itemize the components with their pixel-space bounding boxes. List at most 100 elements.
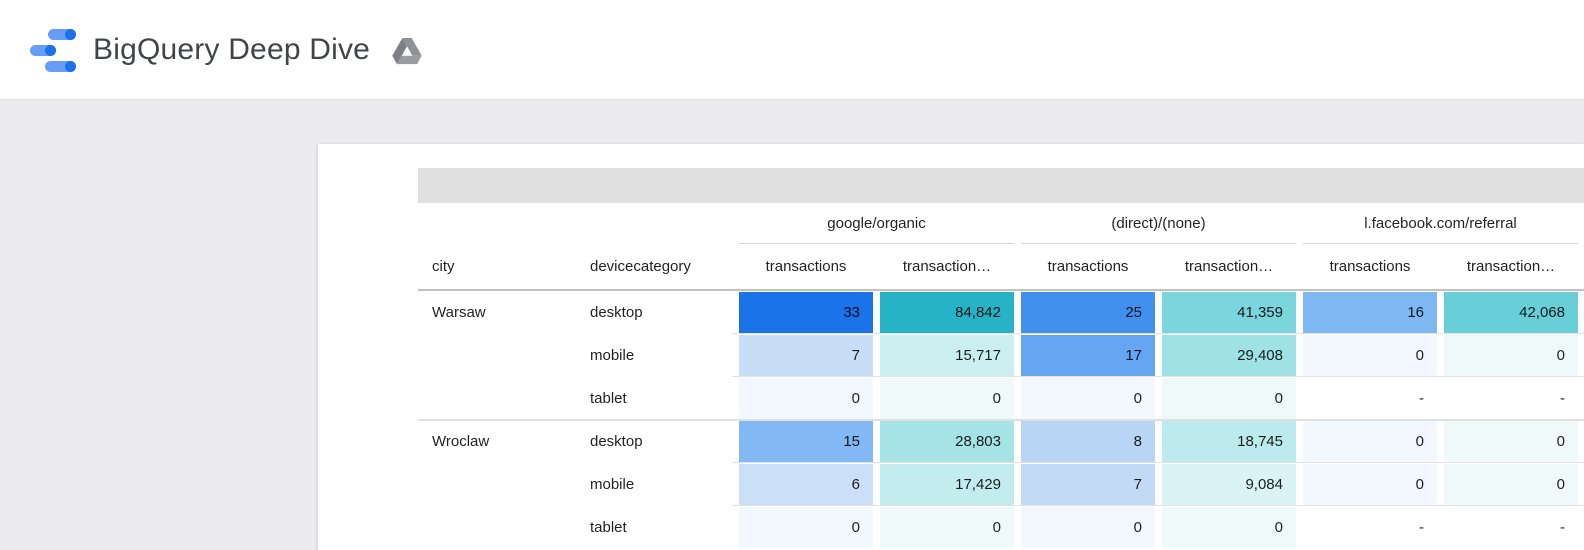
metric-cell: 41,359 [1155, 291, 1296, 334]
heatmap-value: 7 [739, 335, 873, 376]
heatmap-value: 0 [1444, 335, 1578, 376]
device-cell: mobile [590, 476, 635, 493]
metric-cell: 0 [1155, 377, 1296, 420]
column-header-transaction-revenue[interactable]: transaction… [1184, 258, 1274, 275]
metric-cell: 17 [1014, 334, 1155, 377]
google-drive-icon [392, 38, 422, 65]
city-cell [418, 377, 580, 420]
heatmap-value: 28,803 [880, 421, 1014, 462]
metric-cell: 6 [732, 463, 873, 506]
heatmap-value: 29,408 [1162, 335, 1296, 376]
heatmap-value: 33 [739, 292, 873, 333]
metric-cell: 0 [1437, 463, 1578, 506]
metric-cell: 28,803 [873, 420, 1014, 463]
report-title: BigQuery Deep Dive [93, 32, 371, 66]
heatmap-value: 0 [880, 507, 1014, 548]
device-cell: desktop [590, 433, 643, 450]
heatmap-value: 41,359 [1162, 292, 1296, 333]
metric-cell: - [1296, 377, 1437, 420]
metric-cell: 0 [1014, 377, 1155, 420]
heatmap-value: 0 [1444, 464, 1578, 505]
metric-cell: - [1296, 506, 1437, 549]
city-cell [418, 334, 580, 377]
metric-cell: 17,429 [873, 463, 1014, 506]
column-header-transactions[interactable]: transactions [765, 258, 847, 275]
column-header-transaction-revenue[interactable]: transaction… [1466, 258, 1556, 275]
heatmap-value: 0 [1021, 378, 1155, 419]
metric-cell: 0 [873, 377, 1014, 420]
heatmap-value: 15 [739, 421, 873, 462]
metric-cell: 0 [1296, 463, 1437, 506]
heatmap-value: 0 [1303, 464, 1437, 505]
metric-cell: 18,745 [1155, 420, 1296, 463]
heatmap-value: - [1560, 519, 1565, 536]
heatmap-value: - [1419, 390, 1424, 407]
group-header-google-organic: google/organic [739, 203, 1014, 244]
metric-cell: 16 [1296, 291, 1437, 334]
heatmap-value: 0 [1303, 335, 1437, 376]
metric-cell: 33 [732, 291, 873, 334]
metric-cell: 0 [1437, 420, 1578, 463]
heatmap-value: 0 [1444, 421, 1578, 462]
heatmap-value: 0 [739, 378, 873, 419]
device-cell: tablet [590, 519, 627, 536]
heatmap-value: 0 [880, 378, 1014, 419]
device-cell: desktop [590, 304, 643, 321]
heatmap-value: 17 [1021, 335, 1155, 376]
column-header-transaction-revenue[interactable]: transaction… [902, 258, 992, 275]
heatmap-value: 25 [1021, 292, 1155, 333]
city-cell: Warsaw [432, 304, 486, 321]
heatmap-value: 16 [1303, 292, 1437, 333]
logo-bar [30, 44, 56, 56]
column-header-devicecategory[interactable]: devicecategory [590, 258, 691, 275]
column-header-transactions[interactable]: transactions [1329, 258, 1411, 275]
report-canvas: google/organic (direct)/(none) l.faceboo… [318, 144, 1584, 550]
data-studio-logo-icon [30, 28, 76, 72]
app-header: BigQuery Deep Dive [0, 0, 1584, 100]
table-row: Warsaw desktop 33 84,842 25 41,359 16 42… [418, 291, 1584, 334]
metric-cell: 0 [1437, 334, 1578, 377]
metric-cell: 7 [1014, 463, 1155, 506]
device-cell: tablet [590, 390, 627, 407]
device-cell: mobile [590, 347, 635, 364]
heatmap-value: 0 [1162, 507, 1296, 548]
heatmap-value: 0 [1162, 378, 1296, 419]
metric-cell: - [1437, 377, 1578, 420]
heatmap-value: 8 [1021, 421, 1155, 462]
pivot-table: google/organic (direct)/(none) l.faceboo… [418, 168, 1584, 549]
table-row: Wroclaw desktop 15 28,803 8 18,745 0 0 [418, 419, 1584, 463]
heatmap-value: 0 [1303, 421, 1437, 462]
heatmap-value: 42,068 [1444, 292, 1578, 333]
table-row: mobile 7 15,717 17 29,408 0 0 [418, 333, 1584, 377]
city-cell [418, 463, 580, 506]
column-group-header-row: google/organic (direct)/(none) l.faceboo… [418, 203, 1584, 244]
table-row: tablet 0 0 0 0 - - [418, 376, 1584, 420]
metric-cell: 0 [732, 377, 873, 420]
metric-cell: 0 [873, 506, 1014, 549]
metric-cell: 15,717 [873, 334, 1014, 377]
heatmap-value: 84,842 [880, 292, 1014, 333]
heatmap-value: 17,429 [880, 464, 1014, 505]
heatmap-value: 7 [1021, 464, 1155, 505]
metric-cell: 7 [732, 334, 873, 377]
metric-cell: 0 [1296, 334, 1437, 377]
metric-cell: 42,068 [1437, 291, 1578, 334]
city-cell [418, 506, 580, 549]
column-header-row: city devicecategory transactions transac… [418, 244, 1584, 291]
metric-cell: 0 [1155, 506, 1296, 549]
heatmap-value: 0 [739, 507, 873, 548]
metric-cell: 84,842 [873, 291, 1014, 334]
metric-cell: 9,084 [1155, 463, 1296, 506]
column-header-transactions[interactable]: transactions [1047, 258, 1129, 275]
column-header-city[interactable]: city [432, 258, 455, 275]
metric-cell: 0 [732, 506, 873, 549]
metric-cell: 8 [1014, 420, 1155, 463]
metric-cell: 29,408 [1155, 334, 1296, 377]
heatmap-value: 9,084 [1162, 464, 1296, 505]
table-row: tablet 0 0 0 0 - - [418, 505, 1584, 549]
group-header-direct-none: (direct)/(none) [1021, 203, 1296, 244]
heatmap-value: 6 [739, 464, 873, 505]
table-header-band [418, 168, 1584, 203]
metric-cell: 0 [1296, 420, 1437, 463]
heatmap-value: - [1560, 390, 1565, 407]
